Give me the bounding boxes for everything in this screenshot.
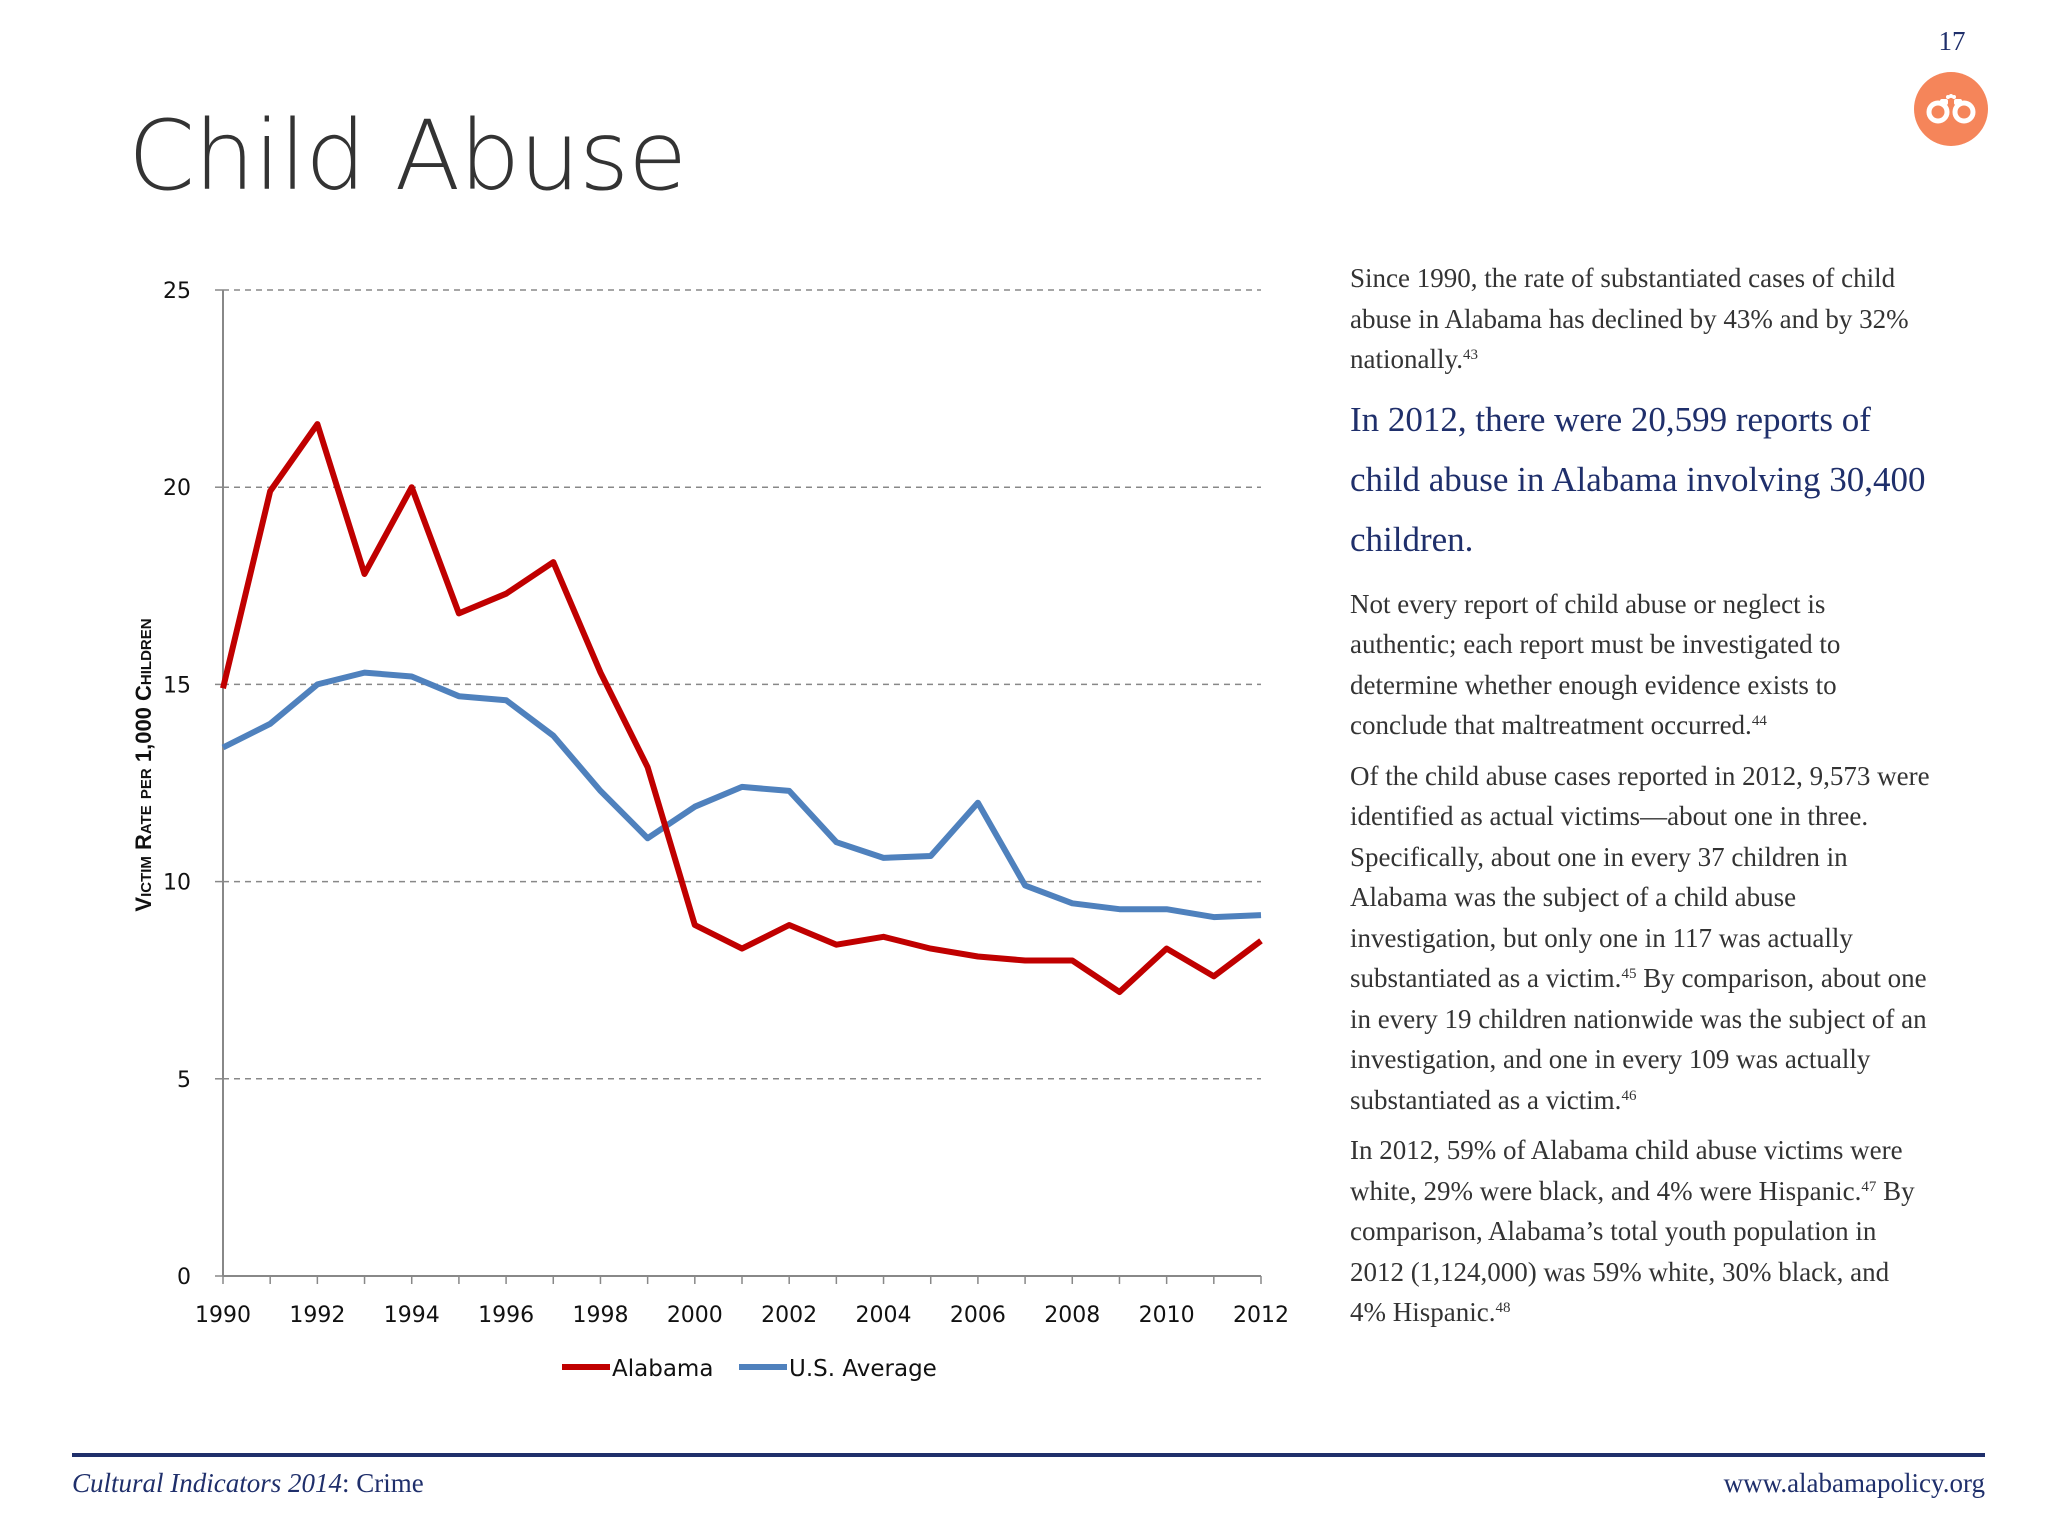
x-tick-label: 2012 bbox=[1233, 1303, 1289, 1328]
y-tick-label: 25 bbox=[163, 279, 191, 304]
x-tick-label: 2006 bbox=[950, 1303, 1006, 1328]
page-title: Child Abuse bbox=[128, 100, 687, 212]
paragraph-text: Not every report of child abuse or negle… bbox=[1350, 588, 1841, 741]
handcuffs-icon bbox=[1914, 72, 1988, 146]
x-tick-label: 1998 bbox=[572, 1303, 628, 1328]
series-line-alabama bbox=[220, 421, 1263, 995]
paragraph: Not every report of child abuse or negle… bbox=[1350, 584, 1930, 746]
series-line-u-s-average bbox=[221, 669, 1262, 921]
x-tick-label: 1992 bbox=[289, 1303, 345, 1328]
footnote-ref: 45 bbox=[1621, 966, 1637, 982]
paragraph-text: By comparison, about one in every 19 chi… bbox=[1350, 963, 1927, 1115]
footnote-ref: 48 bbox=[1495, 1300, 1511, 1316]
publication-name: Cultural Indicators 2014 bbox=[72, 1468, 343, 1498]
paragraph-text: In 2012, there were 20,599 reports of ch… bbox=[1350, 399, 1926, 559]
footnote-ref: 46 bbox=[1621, 1087, 1637, 1104]
paragraph-text: Since 1990, the rate of substantiated ca… bbox=[1350, 263, 1909, 374]
y-tick-label: 20 bbox=[163, 476, 191, 501]
x-tick-label: 1994 bbox=[384, 1303, 440, 1328]
section-name: : Crime bbox=[342, 1468, 424, 1498]
x-tick-label: 2010 bbox=[1139, 1303, 1195, 1328]
legend-label: U.S. Average bbox=[789, 1356, 937, 1382]
x-tick-label: 1990 bbox=[195, 1303, 251, 1328]
footer-website: www.alabamapolicy.org bbox=[1723, 1468, 1985, 1498]
x-tick-label: 2008 bbox=[1044, 1303, 1100, 1328]
highlight-paragraph: In 2012, there were 20,599 reports of ch… bbox=[1350, 390, 1930, 570]
footer-publication: Cultural Indicators 2014: Crime bbox=[72, 1468, 424, 1499]
x-tick-label: 2002 bbox=[761, 1303, 817, 1328]
line-chart: 0 5 10 15 20 25 1990 1992 1994 1996 1998 2000 2002 20… bbox=[163, 279, 1289, 1382]
x-tick-label: 2004 bbox=[856, 1303, 912, 1328]
footnote-ref: 43 bbox=[1462, 347, 1478, 363]
paragraph-text: Of the child abuse cases reported in 201… bbox=[1350, 760, 1930, 994]
x-tick-label: 1996 bbox=[478, 1303, 534, 1328]
paragraph: In 2012, 59% of Alabama child abuse vict… bbox=[1350, 1130, 1930, 1333]
footnote-ref: 44 bbox=[1751, 713, 1767, 729]
footnote-ref: 47 bbox=[1861, 1178, 1877, 1195]
x-tick-label: 2000 bbox=[667, 1303, 723, 1328]
paragraph-text: In 2012, 59% of Alabama child abuse vict… bbox=[1350, 1135, 1903, 1206]
page-number: 17 bbox=[1938, 26, 1966, 56]
y-tick-label: 15 bbox=[163, 673, 191, 698]
paragraph: Since 1990, the rate of substantiated ca… bbox=[1350, 258, 1930, 380]
legend-label: Alabama bbox=[612, 1356, 713, 1382]
article-text: Since 1990, the rate of substantiated ca… bbox=[1350, 258, 1930, 1343]
y-tick-label: 0 bbox=[177, 1265, 191, 1290]
paragraph-text: By comparison, Alabama’s total youth pop… bbox=[1350, 1175, 1915, 1328]
y-tick-label: 10 bbox=[163, 871, 191, 896]
y-axis-title: Victim Rate per 1,000 Children bbox=[131, 618, 156, 912]
footer-rule bbox=[72, 1453, 1985, 1457]
paragraph: Of the child abuse cases reported in 201… bbox=[1350, 756, 1930, 1121]
y-tick-label: 5 bbox=[177, 1068, 191, 1093]
